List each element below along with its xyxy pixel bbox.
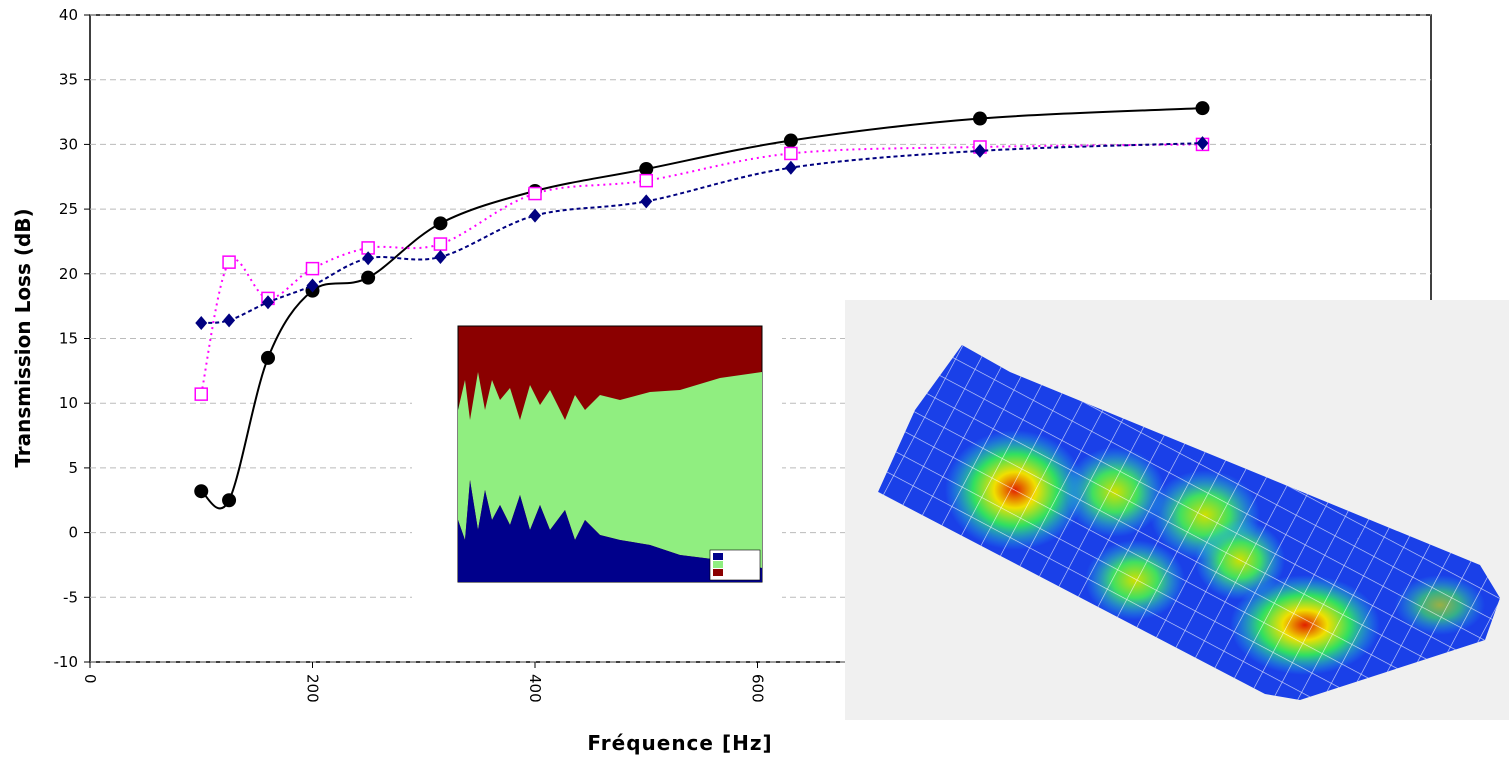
point <box>222 493 237 508</box>
point <box>223 313 236 328</box>
point <box>784 146 798 161</box>
point <box>434 249 447 264</box>
y-tick-label: 20 <box>59 265 78 283</box>
series-line <box>200 143 1203 395</box>
y-tick-label: -5 <box>63 588 78 606</box>
y-tick-label: 35 <box>59 71 78 89</box>
inset-mesh-picture <box>845 300 1509 720</box>
point <box>194 387 208 401</box>
y-tick-label: 15 <box>59 330 78 348</box>
point <box>1196 136 1209 151</box>
point <box>639 173 653 188</box>
point <box>973 111 987 126</box>
point <box>261 350 275 365</box>
inset-legend-swatch <box>713 553 723 560</box>
y-axis-label: Transmission Loss (dB) <box>11 208 35 467</box>
y-tick-label: 30 <box>59 135 78 153</box>
y-tick-label: 10 <box>59 394 78 412</box>
y-tick-label: 40 <box>59 6 78 24</box>
x-tick-label: 600 <box>749 674 767 703</box>
point <box>640 194 653 209</box>
point <box>195 315 208 330</box>
point <box>361 270 376 285</box>
point <box>222 255 236 269</box>
point <box>529 208 541 223</box>
x-axis-label: Fréquence [Hz] <box>587 731 772 755</box>
y-tick-label: 25 <box>59 200 78 218</box>
inset-green-area <box>458 372 762 568</box>
y-tick-label: 5 <box>68 459 78 477</box>
point <box>362 251 375 266</box>
point <box>528 186 542 201</box>
point <box>974 143 986 158</box>
series-line <box>200 107 1203 510</box>
x-tick-label: 0 <box>81 674 99 684</box>
y-tick-label: -10 <box>54 653 79 671</box>
point <box>433 237 448 251</box>
point <box>262 295 274 310</box>
point <box>783 133 798 148</box>
x-tick-label: 400 <box>526 674 544 703</box>
y-tick-label: 0 <box>68 524 78 542</box>
inset-legend-swatch <box>713 569 723 576</box>
point <box>306 278 319 293</box>
point <box>639 161 654 176</box>
inset-stacked-plot <box>412 318 782 610</box>
point <box>194 484 209 499</box>
point <box>1195 101 1210 116</box>
inset-legend-swatch <box>713 561 723 568</box>
point <box>433 216 448 231</box>
point <box>305 261 320 276</box>
inset-blue-area <box>458 480 762 582</box>
point <box>784 160 797 175</box>
x-tick-label: 200 <box>304 674 322 703</box>
